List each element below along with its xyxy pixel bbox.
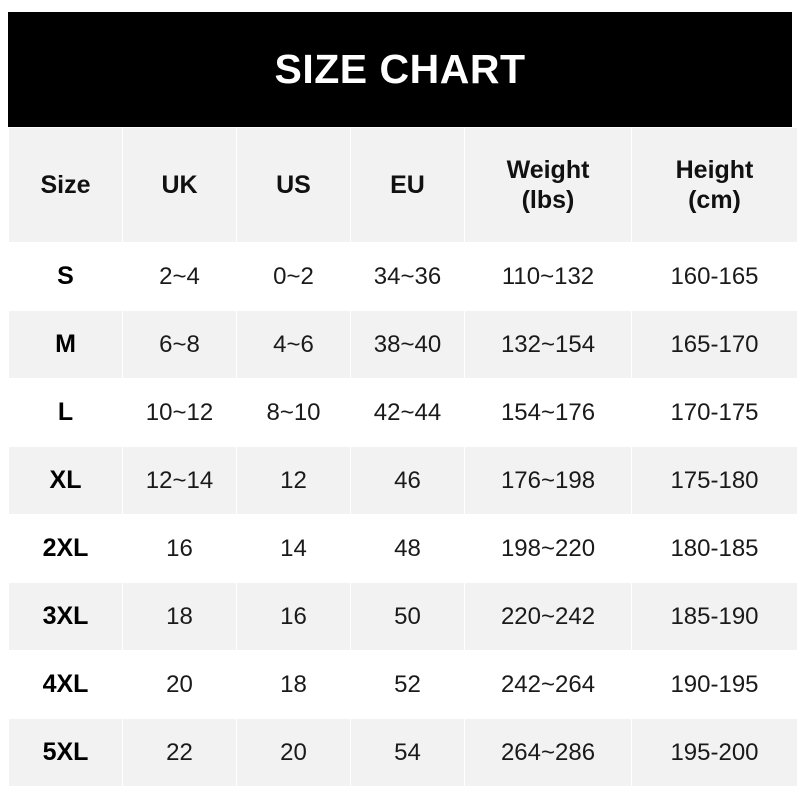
cell-weight: 198~220 [465,515,631,582]
table-header: Size UK US EU Weight (lbs) Height (cm) [9,128,797,242]
cell-us: 4~6 [237,311,350,378]
column-header-us-line1: US [276,170,311,199]
cell-us: 0~2 [237,243,350,310]
cell-uk: 2~4 [123,243,236,310]
cell-weight: 176~198 [465,447,631,514]
column-header-height-line1: Height [675,155,754,184]
cell-eu: 54 [351,719,464,786]
column-header-size-line1: Size [40,170,91,199]
cell-weight: 264~286 [465,719,631,786]
cell-size: 4XL [9,651,122,718]
table-row: 5XL 22 20 54 264~286 195-200 [9,719,797,786]
cell-us: 18 [237,651,350,718]
cell-size: 5XL [9,719,122,786]
table-row: 2XL 16 14 48 198~220 180-185 [9,515,797,582]
column-header-height: Height (cm) [632,128,797,242]
cell-size: M [9,311,122,378]
column-header-size: Size [9,128,122,242]
cell-uk: 20 [123,651,236,718]
cell-size: 3XL [9,583,122,650]
title-banner: SIZE CHART [8,12,792,127]
cell-size: S [9,243,122,310]
column-header-us: US [237,128,350,242]
column-header-uk: UK [123,128,236,242]
cell-weight: 110~132 [465,243,631,310]
column-header-eu: EU [351,128,464,242]
cell-uk: 22 [123,719,236,786]
cell-height: 160-165 [632,243,797,310]
table-row: 3XL 18 16 50 220~242 185-190 [9,583,797,650]
cell-eu: 34~36 [351,243,464,310]
cell-uk: 18 [123,583,236,650]
column-header-weight-line2: (lbs) [521,186,575,214]
table-row: M 6~8 4~6 38~40 132~154 165-170 [9,311,797,378]
cell-eu: 52 [351,651,464,718]
cell-us: 14 [237,515,350,582]
column-header-weight: Weight (lbs) [465,128,631,242]
table-row: XL 12~14 12 46 176~198 175-180 [9,447,797,514]
column-header-height-line2: (cm) [688,186,741,214]
page-title: SIZE CHART [274,46,526,92]
cell-weight: 242~264 [465,651,631,718]
cell-size: L [9,379,122,446]
cell-size: 2XL [9,515,122,582]
cell-eu: 42~44 [351,379,464,446]
cell-eu: 46 [351,447,464,514]
cell-us: 16 [237,583,350,650]
cell-us: 8~10 [237,379,350,446]
cell-us: 20 [237,719,350,786]
cell-weight: 132~154 [465,311,631,378]
cell-eu: 50 [351,583,464,650]
column-header-uk-line1: UK [161,170,198,199]
size-chart-table: Size UK US EU Weight (lbs) Height (cm) [8,127,798,787]
table-row: 4XL 20 18 52 242~264 190-195 [9,651,797,718]
cell-uk: 10~12 [123,379,236,446]
cell-uk: 12~14 [123,447,236,514]
cell-height: 165-170 [632,311,797,378]
cell-eu: 48 [351,515,464,582]
cell-us: 12 [237,447,350,514]
column-header-eu-line1: EU [390,170,425,199]
cell-height: 190-195 [632,651,797,718]
cell-height: 195-200 [632,719,797,786]
cell-uk: 16 [123,515,236,582]
cell-height: 175-180 [632,447,797,514]
cell-weight: 220~242 [465,583,631,650]
cell-weight: 154~176 [465,379,631,446]
cell-height: 180-185 [632,515,797,582]
column-header-weight-line1: Weight [506,155,590,184]
header-row: Size UK US EU Weight (lbs) Height (cm) [9,128,797,242]
table-row: S 2~4 0~2 34~36 110~132 160-165 [9,243,797,310]
cell-eu: 38~40 [351,311,464,378]
cell-height: 170-175 [632,379,797,446]
table-body: S 2~4 0~2 34~36 110~132 160-165 M 6~8 4~… [9,243,797,786]
table-row: L 10~12 8~10 42~44 154~176 170-175 [9,379,797,446]
cell-uk: 6~8 [123,311,236,378]
cell-height: 185-190 [632,583,797,650]
cell-size: XL [9,447,122,514]
